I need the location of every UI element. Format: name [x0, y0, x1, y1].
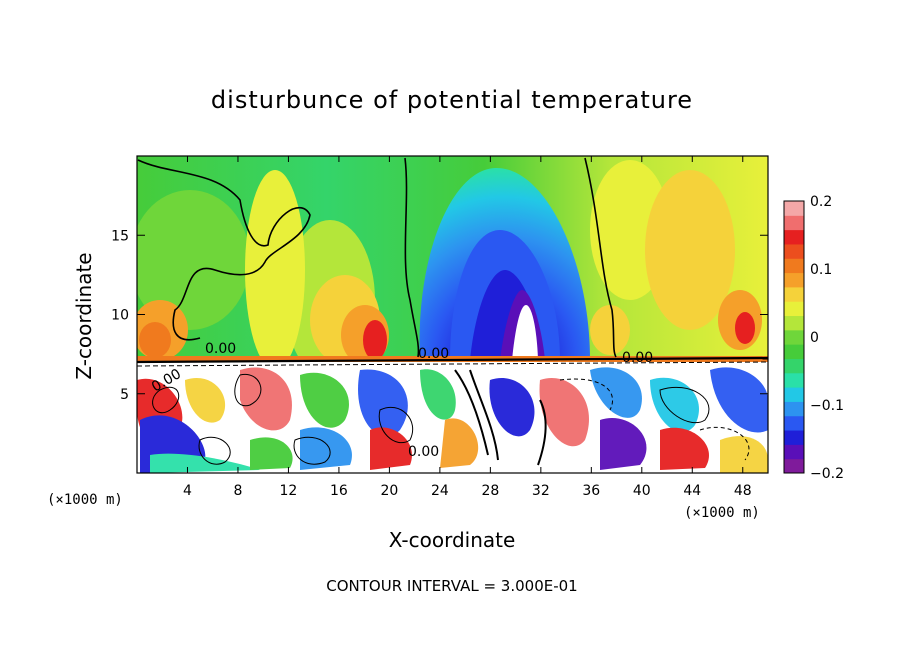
colorbar-tick-label: 0.2: [810, 194, 832, 210]
y-tick-label: 15: [111, 228, 129, 244]
chart-title: disturbunce of potential temperature: [210, 86, 694, 114]
colorbar-tick-label: 0: [810, 330, 819, 346]
x-tick-label: 40: [633, 483, 651, 499]
colorbar-segment: [784, 329, 804, 345]
x-tick-label: 32: [532, 483, 550, 499]
y-tick-label: 5: [120, 387, 129, 403]
x-tick-label: 20: [380, 483, 398, 499]
colorbar-tick-label: 0.1: [810, 262, 832, 278]
contour-label: 0.00: [205, 341, 236, 357]
x-tick-label: 36: [582, 483, 600, 499]
y-axis-label: Z-coordinate: [72, 252, 96, 379]
colorbar-tick-label: −0.1: [810, 398, 844, 414]
y-axis: 5 10 15: [111, 228, 768, 403]
y-tick-label: 10: [111, 308, 129, 324]
x-tick-label: 4: [183, 483, 192, 499]
colorbar-frame: [783, 200, 805, 474]
colorbar-segment: [784, 358, 804, 374]
x-tick-label: 16: [330, 483, 348, 499]
colorbar-segment: [784, 229, 804, 245]
contour-label: 0.00: [408, 444, 439, 460]
colorbar-tick-label: −0.2: [810, 466, 844, 482]
x-tick-label: 28: [481, 483, 499, 499]
x-tick-label: 12: [280, 483, 298, 499]
x-tick-label: 48: [734, 483, 752, 499]
colorbar-segment: [784, 286, 804, 302]
x-tick-label: 44: [683, 483, 701, 499]
colorbar-segment: [784, 344, 804, 359]
colorbar-segment: [784, 258, 804, 274]
colorbar-segment: [784, 201, 804, 216]
contour-interval-note: CONTOUR INTERVAL = 3.000E-01: [326, 577, 578, 595]
colorbar-ticks: 0.2 0.1 0 −0.1 −0.2: [810, 194, 844, 482]
x-tick-label: 8: [233, 483, 242, 499]
contour-lines: [137, 157, 617, 358]
colorbar-segment: [784, 401, 804, 417]
colorbar-segment: [784, 430, 804, 445]
colorbar: [783, 200, 805, 474]
x-unit-label-left: (×1000 m): [47, 492, 123, 508]
colorbar-segment: [784, 215, 804, 231]
x-axis-label: X-coordinate: [389, 528, 516, 552]
colorbar-segment: [784, 458, 804, 474]
colorbar-segment: [784, 387, 804, 402]
colorbar-segment: [784, 315, 804, 331]
colorbar-segment: [784, 444, 804, 460]
x-tick-label: 24: [431, 483, 449, 499]
colorbar-segment: [784, 415, 804, 431]
colorbar-segment: [784, 243, 804, 259]
colorbar-segment: [784, 372, 804, 388]
colorbar-segment: [784, 272, 804, 288]
contour-lines-lower: [137, 356, 768, 466]
x-axis: 4 8 12 16 20 24 28 32 36 40 44 48: [183, 156, 752, 499]
contour-label: 0.00: [622, 350, 653, 366]
heatmap-field: 0.00 0.00 0.00 0.00 0.00: [137, 156, 768, 473]
contour-label: 0.00: [418, 346, 449, 362]
contour-labels: 0.00 0.00 0.00 0.00 0.00: [149, 341, 653, 460]
x-unit-label-right: (×1000 m): [684, 505, 760, 521]
colorbar-segment: [784, 301, 804, 317]
